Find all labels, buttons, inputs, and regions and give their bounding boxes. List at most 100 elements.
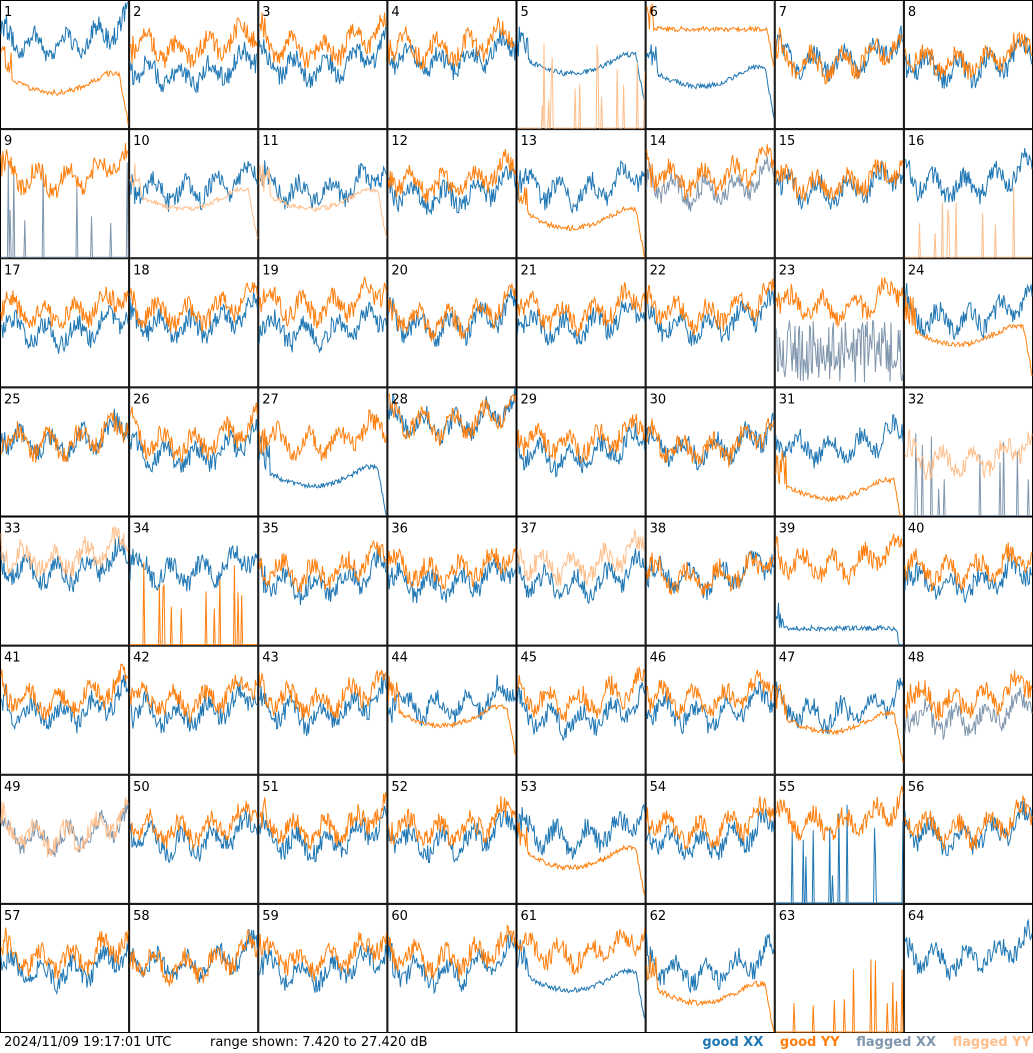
panel-frame xyxy=(645,903,775,1033)
panel-label: 48 xyxy=(908,651,925,666)
panel-frame xyxy=(0,258,130,388)
series-xx xyxy=(904,553,1033,603)
series-xx xyxy=(646,156,775,212)
panel-label: 41 xyxy=(4,651,21,666)
panel-25: 25 xyxy=(0,387,130,517)
panel-52: 52 xyxy=(387,774,517,904)
panel-64: 64 xyxy=(903,903,1033,1033)
panel-label: 46 xyxy=(650,651,667,666)
panel-label: 11 xyxy=(262,134,279,149)
panel-53: 53 xyxy=(516,774,646,904)
panel-frame xyxy=(387,645,517,775)
panel-label: 60 xyxy=(391,909,408,924)
panel-49: 49 xyxy=(0,774,130,904)
legend-good-yy: good YY xyxy=(779,1035,840,1050)
panel-label: 20 xyxy=(391,263,408,278)
series-yy xyxy=(387,17,516,70)
panel-55: 55 xyxy=(774,774,904,904)
series-yy xyxy=(904,670,1033,721)
timestamp: 2024/11/09 19:17:01 UTC xyxy=(4,1035,172,1050)
panel-40: 40 xyxy=(903,516,1033,646)
panel-48: 48 xyxy=(903,645,1033,775)
panel-frame xyxy=(0,129,130,259)
panel-frame xyxy=(516,645,646,775)
panel-11: 11 xyxy=(258,129,388,259)
panel-label: 23 xyxy=(779,263,796,278)
panel-frame xyxy=(129,645,259,775)
series-yy xyxy=(775,26,904,85)
series-xx xyxy=(387,165,516,215)
panel-frame xyxy=(387,129,517,259)
panel-19: 19 xyxy=(258,258,388,388)
series-xx xyxy=(646,288,775,347)
panel-57: 57 xyxy=(0,903,130,1033)
series-yy xyxy=(258,932,387,982)
series-yy xyxy=(517,282,646,337)
panel-frame xyxy=(387,387,517,517)
series-xx xyxy=(775,804,904,904)
series-yy xyxy=(0,797,129,858)
panel-label: 6 xyxy=(650,5,658,20)
panel-label: 33 xyxy=(4,522,21,537)
series-yy xyxy=(646,796,775,850)
legend-good-xx: good XX xyxy=(702,1035,764,1050)
panel-label: 22 xyxy=(650,263,667,278)
panel-label: 34 xyxy=(133,522,150,537)
series-yy xyxy=(775,159,904,202)
panel-label: 7 xyxy=(779,5,787,20)
panel-54: 54 xyxy=(645,774,775,904)
panel-frame xyxy=(516,129,646,259)
series-yy xyxy=(517,666,646,723)
panel-frame xyxy=(645,258,775,388)
panel-label: 63 xyxy=(779,909,796,924)
legend-flagged-xx: flagged XX xyxy=(856,1035,936,1050)
panel-label: 2 xyxy=(133,5,141,20)
panel-label: 43 xyxy=(262,651,279,666)
series-xx xyxy=(517,300,646,347)
panel-label: 32 xyxy=(908,392,925,407)
panel-label: 30 xyxy=(650,392,667,407)
panel-18: 18 xyxy=(129,258,259,388)
panel-35: 35 xyxy=(258,516,388,646)
series-yy xyxy=(387,283,516,342)
panel-frame xyxy=(387,903,517,1033)
series-xx xyxy=(646,681,775,735)
panel-label: 13 xyxy=(521,134,538,149)
panel-37: 37 xyxy=(516,516,646,646)
panel-24: 24 xyxy=(903,258,1033,388)
panel-label: 56 xyxy=(908,780,925,795)
series-xx xyxy=(775,677,904,735)
series-yy xyxy=(0,663,129,721)
panel-31: 31 xyxy=(774,387,904,517)
panel-56: 56 xyxy=(903,774,1033,904)
series-yy xyxy=(129,163,258,240)
panel-16: 16 xyxy=(903,129,1033,259)
series-yy xyxy=(904,31,1033,80)
series-yy xyxy=(258,276,387,329)
panel-frame xyxy=(516,0,646,130)
panel-28: 28 xyxy=(387,387,517,517)
panel-frame xyxy=(645,774,775,904)
panel-12: 12 xyxy=(387,129,517,259)
series-yy xyxy=(129,281,258,332)
panel-59: 59 xyxy=(258,903,388,1033)
range-text: range shown: 7.420 to 27.420 dB xyxy=(210,1035,428,1050)
panel-label: 31 xyxy=(779,392,796,407)
panel-label: 24 xyxy=(908,263,925,278)
series-xx xyxy=(517,159,646,214)
panel-43: 43 xyxy=(258,645,388,775)
panel-label: 49 xyxy=(4,780,21,795)
series-xx xyxy=(775,320,904,383)
panel-frame xyxy=(516,258,646,388)
panel-frame xyxy=(516,387,646,517)
series-xx xyxy=(258,548,387,606)
panel-frame xyxy=(516,903,646,1033)
panel-frame xyxy=(387,774,517,904)
panel-label: 26 xyxy=(133,392,150,407)
series-xx xyxy=(258,435,387,516)
panel-label: 42 xyxy=(133,651,150,666)
series-xx xyxy=(646,44,775,119)
series-yy xyxy=(387,547,516,591)
panel-label: 54 xyxy=(650,780,667,795)
